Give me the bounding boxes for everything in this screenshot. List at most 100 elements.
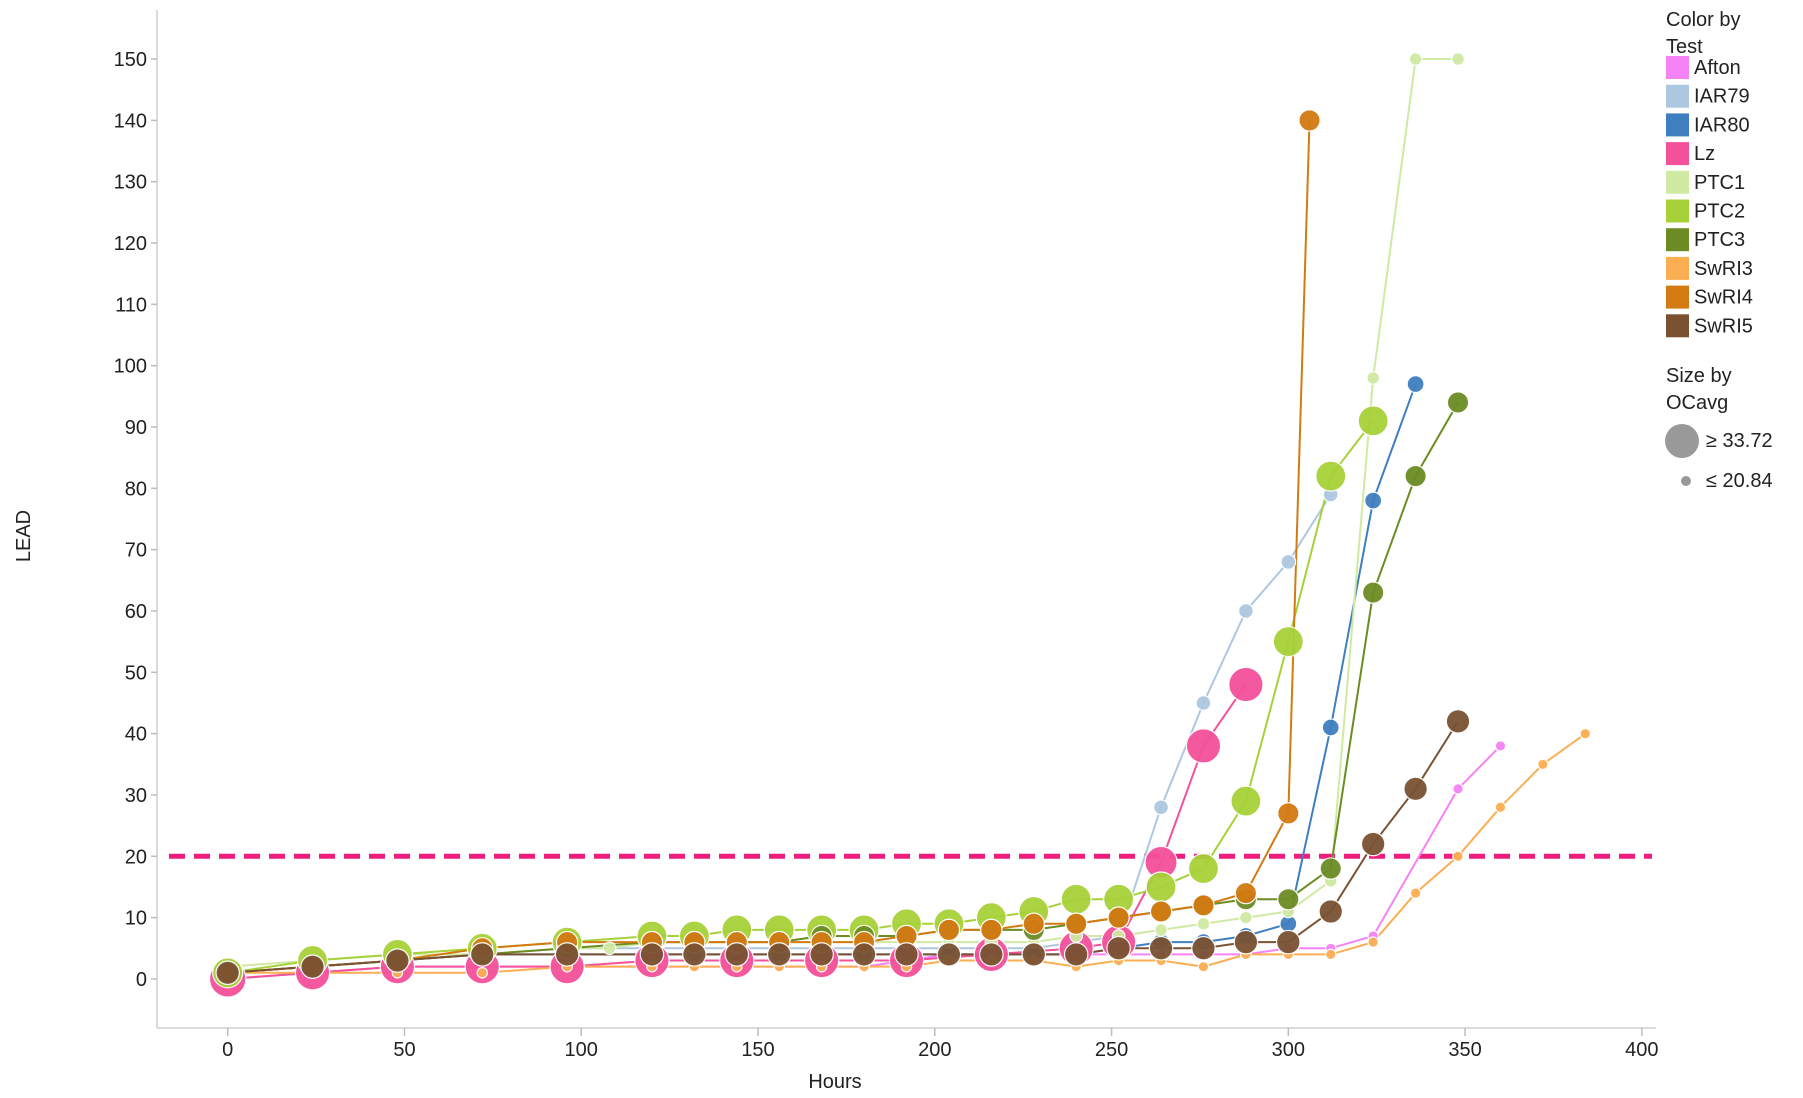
series-line-swri4 (227, 120, 1311, 974)
size-legend-min-circle (1681, 476, 1691, 486)
y-tick-label: 50 (125, 662, 147, 684)
legend-label-swri5: SwRI5 (1694, 315, 1753, 337)
legend-swatch-ptc1 (1666, 170, 1689, 194)
data-point-swri3 (1452, 850, 1464, 863)
data-point-swri5 (1360, 831, 1386, 857)
axes: 0 50 100 150 200 250 300 350 400 0 10 20 30 40 50 60 70 8… (114, 10, 1659, 1061)
legend-swatch-iar79 (1666, 84, 1689, 108)
legend-label-ptc2: PTC2 (1694, 201, 1745, 223)
data-point-swri5 (1021, 942, 1047, 967)
y-axis-title: LEAD (13, 510, 35, 562)
data-point-lz (1228, 666, 1264, 703)
data-point-swri4 (980, 918, 1003, 942)
data-point-swri5 (809, 942, 834, 967)
legend-label-lz: Lz (1694, 143, 1715, 165)
data-point-ptc3 (1319, 857, 1342, 880)
y-tick-label: 80 (125, 478, 147, 500)
legend-swatch-lz (1666, 142, 1689, 166)
data-point-iar79 (1280, 553, 1297, 570)
color-legend-title: Color by (1666, 9, 1740, 31)
legend-swatch-afton (1666, 56, 1689, 79)
x-tick-label: 50 (393, 1039, 415, 1061)
size-legend-title: OCavg (1666, 392, 1728, 414)
data-point-swri5 (300, 954, 325, 979)
data-point-swri4 (1149, 900, 1173, 923)
x-tick-label: 100 (565, 1039, 598, 1061)
data-point-ptc1 (1196, 916, 1211, 931)
data-point-afton (1452, 783, 1464, 795)
data-point-ptc2 (1187, 852, 1220, 885)
y-tick-label: 110 (115, 294, 147, 316)
data-point-swri5 (1106, 935, 1131, 961)
data-point-swri4 (1192, 894, 1215, 917)
y-tick-label: 30 (125, 785, 147, 807)
data-point-iar80 (1406, 375, 1425, 394)
data-point-iar80 (1364, 491, 1383, 510)
y-tick-label: 70 (125, 540, 147, 562)
data-point-swri5 (1403, 776, 1428, 802)
data-point-swri4 (1298, 109, 1321, 132)
data-point-lz (1185, 728, 1222, 764)
size-legend-min-label: ≤ 20.84 (1706, 470, 1773, 492)
data-point-iar79 (1237, 603, 1254, 619)
data-point-swri5 (936, 942, 962, 967)
y-tick-label: 40 (125, 724, 147, 746)
x-tick-label: 150 (741, 1039, 774, 1061)
data-point-ptc2 (1230, 785, 1262, 817)
size-legend-title: Size by (1666, 365, 1732, 387)
y-tick-label: 20 (125, 846, 147, 868)
data-point-swri3 (1494, 801, 1507, 814)
legend-swatch-ptc2 (1666, 199, 1689, 223)
data-point-ptc3 (1361, 581, 1385, 604)
data-point-swri4 (1064, 912, 1088, 935)
data-point-swri4 (937, 918, 961, 942)
data-point-swri5 (469, 942, 495, 967)
data-point-swri5 (1445, 709, 1471, 734)
data-point-ptc1 (1154, 923, 1168, 937)
series-line-ptc1 (227, 58, 1459, 968)
data-point-swri5 (215, 960, 241, 986)
data-point-swri5 (682, 942, 707, 967)
x-tick-label: 400 (1625, 1039, 1658, 1061)
data-point-swri3 (1197, 960, 1210, 973)
y-tick-label: 60 (125, 601, 147, 623)
color-legend-title: Test (1666, 36, 1703, 58)
data-point-ptc3 (1446, 391, 1470, 414)
legend-swatch-swri4 (1666, 285, 1689, 309)
data-point-swri5 (1148, 935, 1174, 961)
data-point-ptc1 (602, 941, 617, 956)
x-axis-title: Hours (808, 1071, 861, 1093)
data-point-ptc2 (1272, 626, 1304, 658)
data-point-swri5 (385, 948, 410, 973)
size-legend-max-label: ≥ 33.72 (1706, 430, 1773, 452)
data-point-ptc3 (1404, 464, 1427, 488)
y-tick-label: 150 (114, 49, 147, 71)
x-tick-label: 0 (222, 1039, 233, 1061)
data-point-ptc2 (1060, 883, 1092, 915)
data-point-swri5 (639, 942, 665, 967)
series-line-swri3 (227, 732, 1586, 974)
data-point-iar80 (1321, 718, 1340, 737)
data-point-iar79 (1195, 695, 1212, 711)
series-layer (208, 52, 1592, 998)
data-point-afton (1494, 740, 1507, 752)
legend-swatch-swri5 (1666, 314, 1689, 338)
legend-label-iar79: IAR79 (1694, 86, 1750, 108)
legend-swatch-iar80 (1666, 113, 1689, 137)
legend-swatch-ptc3 (1666, 228, 1689, 252)
data-point-swri3 (1367, 936, 1379, 948)
data-point-swri5 (724, 942, 750, 967)
data-point-swri4 (1022, 912, 1045, 935)
data-point-swri5 (766, 942, 792, 967)
data-point-ptc2 (1145, 871, 1177, 903)
legend-swatch-swri3 (1666, 256, 1689, 280)
legend-label-ptc1: PTC1 (1694, 172, 1745, 194)
y-tick-label: 100 (114, 356, 147, 378)
data-point-swri5 (851, 942, 877, 967)
data-point-swri4 (1234, 881, 1258, 905)
data-point-ptc1 (1239, 910, 1253, 925)
y-tick-label: 140 (114, 110, 147, 132)
data-point-swri3 (1537, 758, 1549, 771)
data-point-swri5 (1233, 929, 1259, 955)
data-point-swri3 (1409, 887, 1422, 899)
